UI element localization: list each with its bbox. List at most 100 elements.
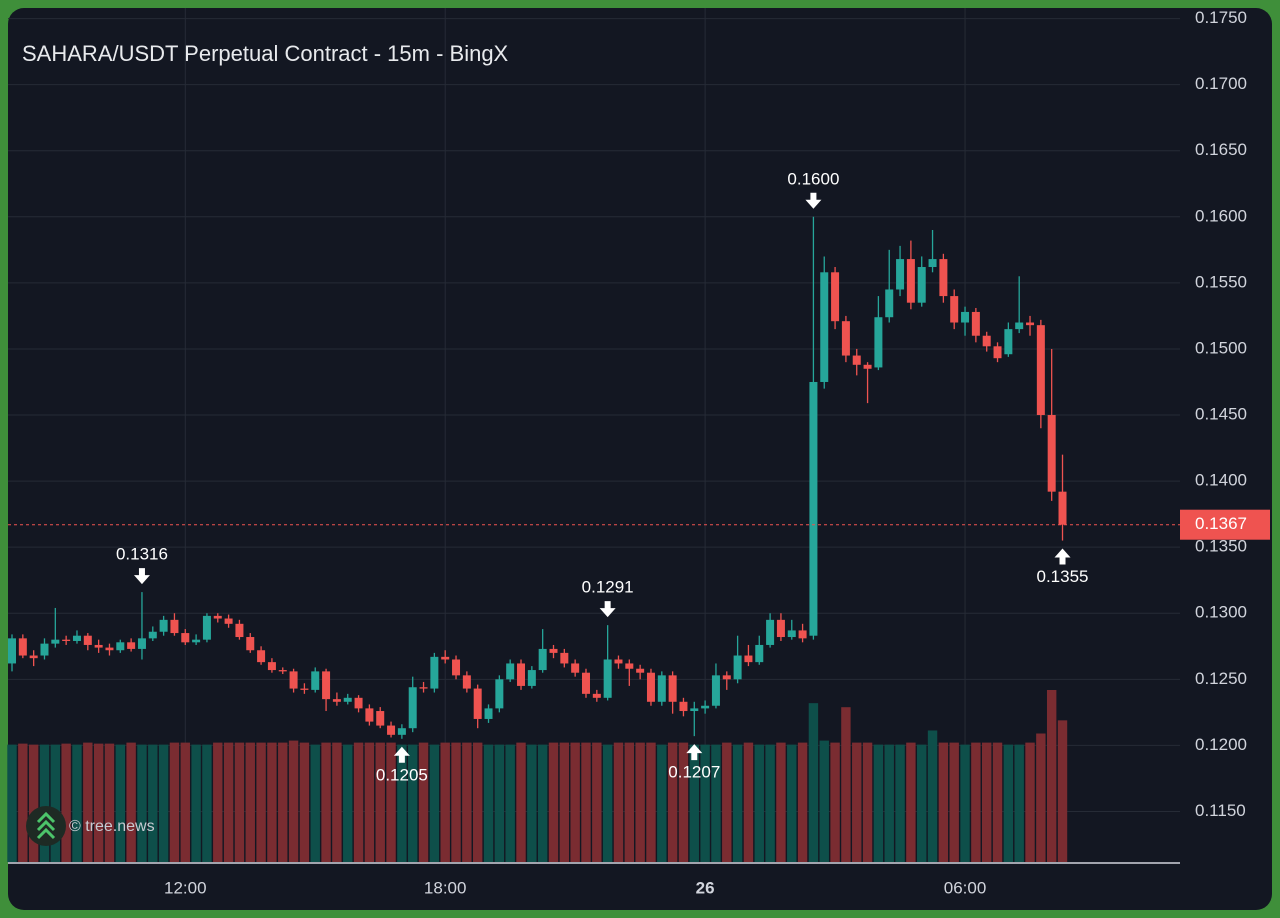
candle-body <box>863 364 872 369</box>
chart-title: SAHARA/USDT Perpetual Contract - 15m - B… <box>22 41 509 66</box>
volume-bar <box>310 744 320 862</box>
volume-bar <box>353 742 364 862</box>
volume-bar <box>321 742 331 862</box>
candle-body <box>744 655 753 663</box>
volume-bar <box>938 742 949 862</box>
candle-body <box>105 647 114 651</box>
candle-body <box>690 708 699 712</box>
volume-bar <box>364 742 375 862</box>
annotation-label: 0.1600 <box>787 169 839 188</box>
logo-icon <box>36 811 56 840</box>
candle-body <box>137 638 146 649</box>
volume-bar <box>830 742 840 862</box>
logo <box>26 806 66 846</box>
annotation-arrow <box>805 192 822 209</box>
volume-bar <box>765 744 775 862</box>
annotation-label: 0.1207 <box>668 763 720 782</box>
candle-body <box>517 663 526 686</box>
volume-bar <box>213 742 223 862</box>
candle-body <box>343 697 352 702</box>
volume-bar <box>1036 733 1046 862</box>
annotation-arrow <box>133 568 150 585</box>
candle-body <box>354 697 363 709</box>
volume-bar <box>581 742 591 862</box>
y-tick-label: 0.1750 <box>1195 8 1247 27</box>
volume-bar <box>1025 742 1035 862</box>
volume-bar <box>602 744 613 862</box>
candle-body <box>852 355 861 365</box>
candle-body <box>538 648 547 671</box>
candle-body <box>1015 322 1024 330</box>
candle-body <box>906 259 915 303</box>
volume-bar <box>819 740 829 862</box>
volume-bar <box>960 744 970 862</box>
candle-body <box>896 259 905 290</box>
volume-bar <box>1003 744 1014 862</box>
candle-body <box>473 688 482 719</box>
last-price-label: 0.1367 <box>1195 514 1247 533</box>
volume-bar <box>137 744 147 862</box>
candle-body <box>614 659 623 664</box>
candle-body <box>202 615 211 640</box>
annotation-label: 0.1205 <box>376 765 428 784</box>
volume-bar <box>169 742 180 862</box>
candle-body <box>971 311 980 336</box>
volume-bar <box>570 742 580 862</box>
volume-bar <box>429 744 440 862</box>
volume-bar <box>451 742 461 862</box>
y-tick-label: 0.1500 <box>1195 338 1247 357</box>
candle-body <box>397 728 406 735</box>
volume-bar <box>494 744 505 862</box>
candle-body <box>560 652 569 664</box>
volume-bar <box>982 742 992 862</box>
volume-bar <box>234 742 245 862</box>
candle-body <box>668 675 677 702</box>
volume-bar <box>223 742 234 862</box>
volume-bar <box>949 742 959 862</box>
candle-body <box>235 623 244 638</box>
candle-body <box>1004 329 1013 355</box>
volume-bar <box>267 742 277 862</box>
volume-bar <box>646 742 656 862</box>
candle-body <box>1026 322 1035 326</box>
candle-body <box>322 671 331 700</box>
volume-bar <box>657 744 667 862</box>
candle-body <box>8 638 16 664</box>
volume-bar <box>115 744 125 862</box>
volume-bar <box>776 742 786 862</box>
y-tick-label: 0.1300 <box>1195 603 1247 622</box>
candle-body <box>1036 325 1045 416</box>
candle-body <box>733 655 742 680</box>
y-tick-label: 0.1700 <box>1195 74 1247 93</box>
y-tick-label: 0.1400 <box>1195 471 1247 490</box>
y-tick-label: 0.1350 <box>1195 537 1247 556</box>
candle-body <box>311 671 320 690</box>
candle-body <box>766 619 775 645</box>
candle-body <box>809 381 818 636</box>
volume-bar <box>72 744 82 862</box>
candle-body <box>72 635 81 641</box>
candle-body <box>83 635 92 645</box>
annotation-label: 0.1291 <box>582 578 634 597</box>
y-tick-label: 0.1600 <box>1195 206 1247 225</box>
volume-bar <box>592 742 602 862</box>
candle-body <box>365 708 374 722</box>
x-tick-label: 18:00 <box>424 878 467 897</box>
volume-bar <box>754 744 764 862</box>
candle-body <box>506 663 515 680</box>
volume-bar <box>667 742 678 862</box>
volume-bar <box>440 742 450 862</box>
candle-body <box>787 630 796 638</box>
candle-body <box>452 659 461 676</box>
candle-body <box>51 639 60 644</box>
y-tick-label: 0.1200 <box>1195 735 1247 754</box>
y-tick-label: 0.1450 <box>1195 405 1247 424</box>
candle-body <box>657 675 666 702</box>
volume-bar <box>83 742 93 862</box>
candle-body <box>213 615 222 619</box>
volume-bar <box>635 742 645 862</box>
candle-body <box>776 619 785 638</box>
volume-bar <box>548 742 559 862</box>
volume-bar <box>332 742 342 862</box>
candle-body <box>1047 415 1056 492</box>
